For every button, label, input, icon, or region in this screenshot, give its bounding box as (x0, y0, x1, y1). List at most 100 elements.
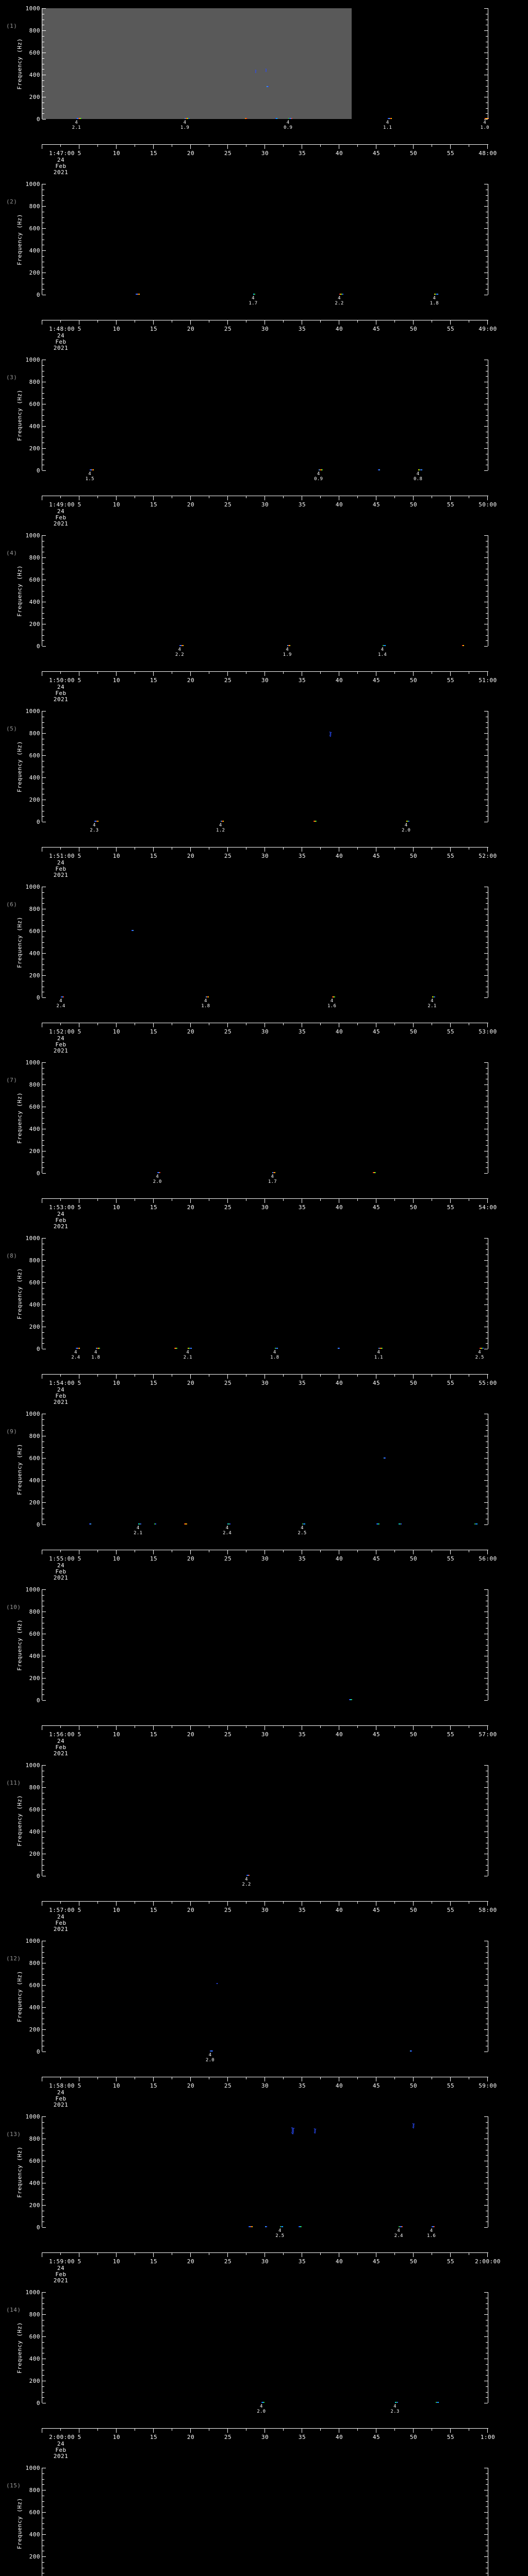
panel-6: 0 200 400 600 800 1000 Frequency (Hz) (6) 4 2.4 4 1… (0, 878, 528, 1054)
time-axis (42, 1374, 488, 1379)
magnitude-value: 1.7 (249, 301, 258, 306)
y-tick (484, 1062, 488, 1063)
y-tick-label: 200 (29, 1499, 40, 1506)
y-tick (484, 1678, 488, 1679)
y-tick (484, 997, 488, 998)
time-tick-label: 15 (150, 326, 158, 332)
time-tick-label: 20 (187, 853, 195, 859)
event-mark (91, 469, 92, 471)
axis-date-line: Feb (55, 1744, 67, 1751)
event-mark (205, 996, 207, 998)
magnitude-annotation: 4 1.8 (270, 1350, 279, 1360)
time-tick (190, 1726, 191, 1730)
y-tick-label: 600 (29, 928, 40, 935)
y-tick (42, 1848, 44, 1849)
y-tick (486, 2386, 488, 2387)
y-tick (484, 1173, 488, 1174)
event-mark (275, 118, 277, 120)
y-tick-labels: 0 200 400 600 800 1000 (0, 2114, 40, 2230)
time-tick (487, 145, 488, 149)
time-tick-label: 25 (224, 150, 232, 157)
time-tick (116, 2429, 117, 2433)
time-tick-label: 15 (150, 1028, 158, 1035)
magnitude-value: 2.2 (335, 301, 344, 306)
y-tick (42, 2116, 46, 2117)
y-tick (42, 2199, 44, 2200)
time-tick-label: 55 (447, 326, 455, 332)
axis-date-stack: 24 Feb 2021 (42, 2090, 80, 2108)
time-tick-label: 20 (187, 1555, 195, 1562)
time-tick (60, 2253, 61, 2255)
y-tick (486, 1996, 488, 1997)
y-tick (484, 2205, 488, 2206)
time-tick (116, 2253, 117, 2257)
y-tick (42, 2122, 44, 2123)
event-mark (249, 2226, 250, 2228)
time-tick (116, 320, 117, 325)
axis-date-line: Feb (55, 866, 67, 872)
y-tick (42, 1090, 44, 1091)
axis-date-stack: 24 Feb 2021 (42, 1036, 80, 1054)
event-mark (274, 1348, 276, 1349)
time-tick-label: 35 (298, 326, 306, 332)
event-mark (395, 2402, 396, 2403)
y-tick (486, 2397, 488, 2398)
event-mark (272, 1172, 274, 1174)
event-mark (401, 1523, 402, 1525)
y-tick-label: 800 (29, 1081, 40, 1088)
y-tick (486, 2155, 488, 2156)
y-tick (42, 415, 44, 416)
y-axis-title: Frequency (Hz) (16, 1970, 23, 2022)
time-tick-label: 55 (447, 677, 455, 684)
event-mark (186, 1523, 188, 1525)
axis-date-line: 24 (57, 859, 65, 866)
panel-index: (4) (6, 550, 18, 556)
event-mark (246, 1875, 248, 1876)
event-mark (384, 1457, 385, 1459)
time-tick-label: 30 (261, 501, 269, 508)
event-mark (420, 469, 421, 471)
time-tick (357, 2253, 358, 2255)
time-tick-label: 5 (77, 853, 81, 859)
y-tick-label: 400 (29, 1828, 40, 1835)
time-axis (42, 1725, 488, 1730)
event-mark (222, 821, 224, 822)
event-mark (390, 118, 392, 120)
y-tick-label: 0 (36, 1521, 40, 1528)
y-tick (42, 376, 44, 377)
magnitude-annotation: 4 1.8 (201, 998, 210, 1009)
y-tick-labels: 0 200 400 600 800 1000 (0, 1060, 40, 1176)
y-tick (42, 640, 44, 641)
panel-index: (14) (6, 2307, 21, 2313)
y-tick (486, 947, 488, 948)
panel-index: (13) (6, 2131, 21, 2138)
time-tick-label: 45 (372, 1380, 381, 1386)
magnitude-annotation: 4 2.0 (257, 2404, 266, 2414)
time-tick-label: 30 (261, 326, 269, 332)
time-tick (394, 2253, 395, 2255)
magnitude-value: 1.2 (216, 828, 225, 833)
time-tick (357, 672, 358, 674)
y-tick (486, 2122, 488, 2123)
time-tick (60, 1902, 61, 1904)
event-mark (189, 1348, 190, 1349)
axis-date-line: 24 (57, 1211, 65, 1217)
magnitude-value: 2.2 (175, 652, 184, 657)
time-tick (97, 320, 98, 323)
event-mark (486, 118, 487, 120)
magnitude-value: 2.1 (183, 1355, 192, 1360)
magnitude-symbol: 4 (75, 120, 78, 125)
time-tick-label: 30 (261, 1731, 269, 1738)
y-tick-label: 1000 (25, 2465, 40, 2471)
y-tick (486, 1865, 488, 1866)
magnitude-value: 1.5 (85, 477, 94, 482)
time-tick-label: 20 (187, 1204, 195, 1211)
event-trace (329, 730, 332, 739)
y-tick (42, 755, 46, 756)
y-tick-label: 800 (29, 730, 40, 737)
axis-date-stack: 24 Feb 2021 (42, 1563, 80, 1581)
time-tick-label: 20 (187, 150, 195, 157)
event-mark (315, 821, 317, 822)
event-mark (154, 1523, 156, 1525)
magnitude-annotation: 4 0.8 (414, 471, 422, 482)
